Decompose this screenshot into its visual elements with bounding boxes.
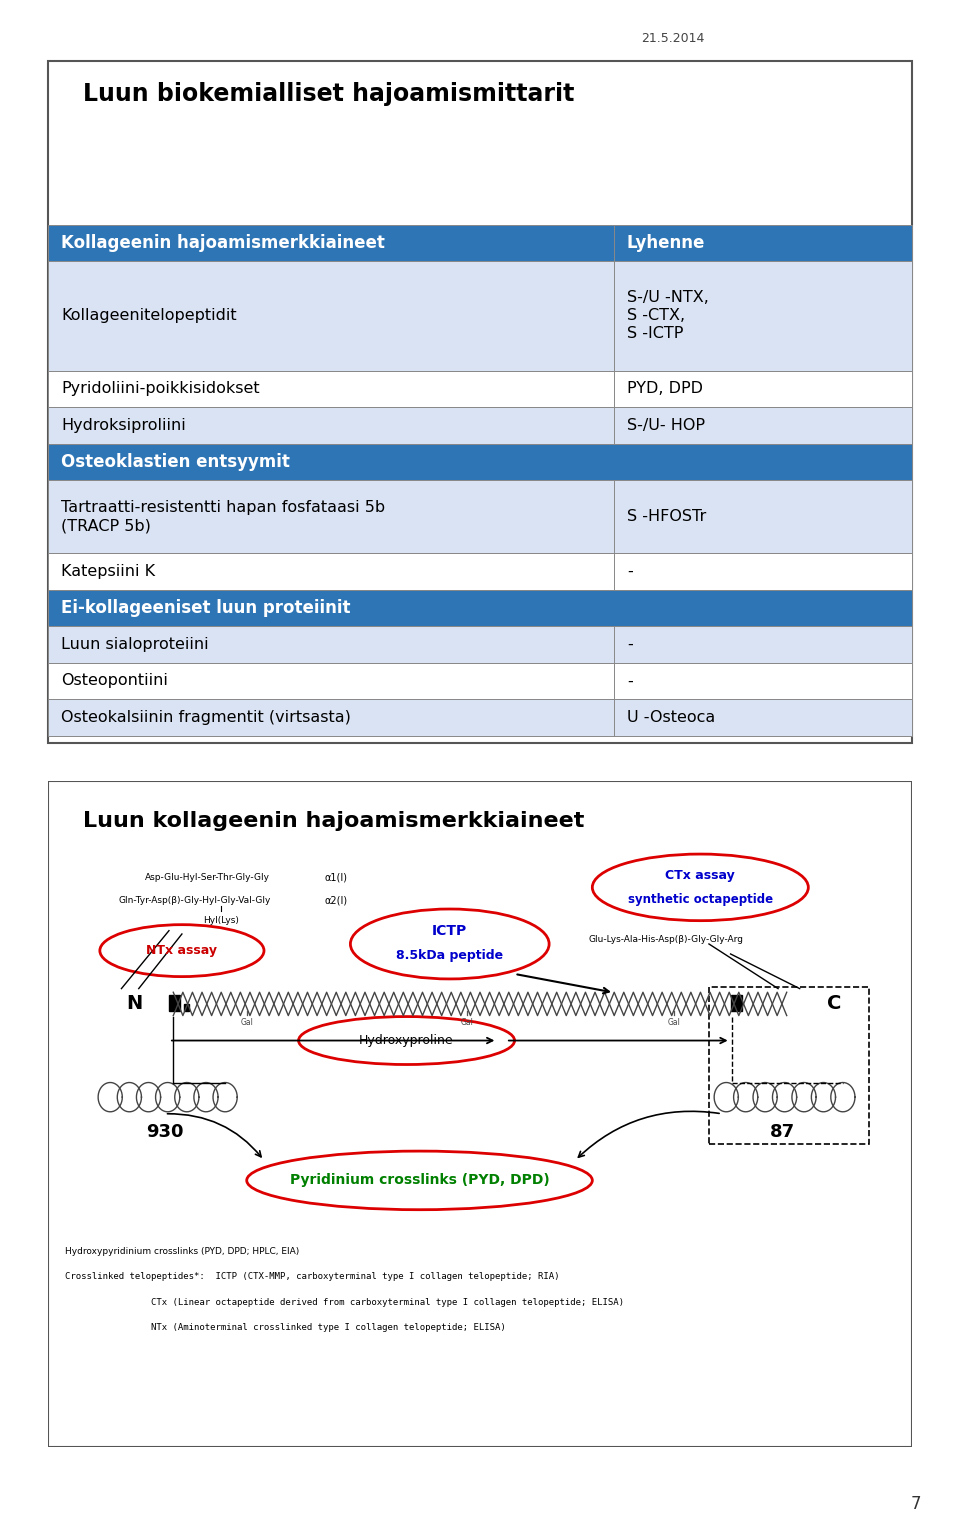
Text: synthetic octapeptide: synthetic octapeptide <box>628 893 773 906</box>
Text: α1(I): α1(I) <box>324 873 348 882</box>
Text: 21.5.2014: 21.5.2014 <box>641 32 705 44</box>
FancyBboxPatch shape <box>48 700 912 736</box>
FancyBboxPatch shape <box>48 407 912 444</box>
Bar <box>731 995 742 1010</box>
FancyBboxPatch shape <box>48 663 912 700</box>
Text: Osteokalsiinin fragmentit (virtsasta): Osteokalsiinin fragmentit (virtsasta) <box>61 710 350 726</box>
Text: Luun kollageenin hajoamismerkkiaineet: Luun kollageenin hajoamismerkkiaineet <box>83 811 584 831</box>
Text: 87: 87 <box>770 1124 795 1142</box>
FancyBboxPatch shape <box>48 444 912 481</box>
Text: N: N <box>127 995 142 1014</box>
Text: 8.5kDa peptide: 8.5kDa peptide <box>396 949 503 961</box>
Text: Gal: Gal <box>461 1018 473 1027</box>
Text: Kollageenin hajoamismerkkiaineet: Kollageenin hajoamismerkkiaineet <box>61 234 385 253</box>
FancyBboxPatch shape <box>48 481 912 553</box>
Text: Gal: Gal <box>240 1018 253 1027</box>
Text: NTx (Aminoterminal crosslinked type I collagen telopeptide; ELISA): NTx (Aminoterminal crosslinked type I co… <box>65 1323 506 1332</box>
Text: Kollageenitelopeptidit: Kollageenitelopeptidit <box>61 308 236 323</box>
Text: Hyl(Lys): Hyl(Lys) <box>203 916 239 925</box>
Text: Gal: Gal <box>668 1018 681 1027</box>
FancyBboxPatch shape <box>48 781 912 1447</box>
FancyBboxPatch shape <box>48 371 912 407</box>
Text: Luun sialoproteiini: Luun sialoproteiini <box>61 637 208 652</box>
Text: -: - <box>627 637 633 652</box>
Text: Gln-Tyr-Asp(β)-Gly-Hyl-Gly-Val-Gly: Gln-Tyr-Asp(β)-Gly-Hyl-Gly-Val-Gly <box>119 896 271 905</box>
Text: Asp-Glu-Hyl-Ser-Thr-Gly-Gly: Asp-Glu-Hyl-Ser-Thr-Gly-Gly <box>145 873 271 882</box>
FancyBboxPatch shape <box>48 589 912 626</box>
Text: NTx assay: NTx assay <box>147 945 217 957</box>
Text: -: - <box>627 563 633 579</box>
Text: PYD, DPD: PYD, DPD <box>627 381 703 397</box>
Text: CTx assay: CTx assay <box>665 870 735 882</box>
Text: U -Osteoca: U -Osteoca <box>627 710 715 726</box>
Text: C: C <box>828 995 841 1014</box>
FancyBboxPatch shape <box>48 262 912 371</box>
FancyBboxPatch shape <box>48 553 912 589</box>
Text: Katepsiini K: Katepsiini K <box>61 563 156 579</box>
Text: Hydroksiproliini: Hydroksiproliini <box>61 418 185 433</box>
Text: Tartraatti-resistentti hapan fosfataasi 5b
(TRACP 5b): Tartraatti-resistentti hapan fosfataasi … <box>61 501 385 533</box>
Text: Hydroxyproline: Hydroxyproline <box>359 1033 454 1047</box>
Text: Crosslinked telopeptides*:  ICTP (CTX-MMP, carboxyterminal type I collagen telop: Crosslinked telopeptides*: ICTP (CTX-MMP… <box>65 1272 560 1281</box>
FancyBboxPatch shape <box>48 626 912 663</box>
Text: -: - <box>627 674 633 689</box>
Text: α2(I): α2(I) <box>324 896 348 906</box>
Text: Luun biokemialliset hajoamismittarit: Luun biokemialliset hajoamismittarit <box>83 81 574 106</box>
Text: ICTP: ICTP <box>432 923 468 937</box>
Text: Ei-kollageeniset luun proteiinit: Ei-kollageeniset luun proteiinit <box>61 599 350 617</box>
Text: Hydroxypyridinium crosslinks (PYD, DPD; HPLC, EIA): Hydroxypyridinium crosslinks (PYD, DPD; … <box>65 1246 300 1255</box>
Text: Osteoklastien entsyymit: Osteoklastien entsyymit <box>61 453 290 472</box>
Text: Pyridinium crosslinks (PYD, DPD): Pyridinium crosslinks (PYD, DPD) <box>290 1173 549 1188</box>
Text: CTx (Linear octapeptide derived from carboxyterminal type I collagen telopeptide: CTx (Linear octapeptide derived from car… <box>65 1298 624 1306</box>
Text: 7: 7 <box>911 1494 922 1513</box>
Text: Pyridoliini-poikkisidokset: Pyridoliini-poikkisidokset <box>61 381 259 397</box>
FancyBboxPatch shape <box>48 225 912 262</box>
Bar <box>183 1004 189 1010</box>
Text: Glu-Lys-Ala-His-Asp(β)-Gly-Gly-Arg: Glu-Lys-Ala-His-Asp(β)-Gly-Gly-Arg <box>588 935 743 943</box>
Text: S-/U -NTX,
S -CTX,
S -ICTP: S-/U -NTX, S -CTX, S -ICTP <box>627 291 708 341</box>
Text: S-/U- HOP: S-/U- HOP <box>627 418 705 433</box>
FancyBboxPatch shape <box>48 61 912 743</box>
Text: 930: 930 <box>146 1124 183 1142</box>
Text: Lyhenne: Lyhenne <box>627 234 706 253</box>
Bar <box>169 995 180 1010</box>
Text: Osteopontiini: Osteopontiini <box>61 674 168 689</box>
Text: S -HFOSTr: S -HFOSTr <box>627 510 707 524</box>
